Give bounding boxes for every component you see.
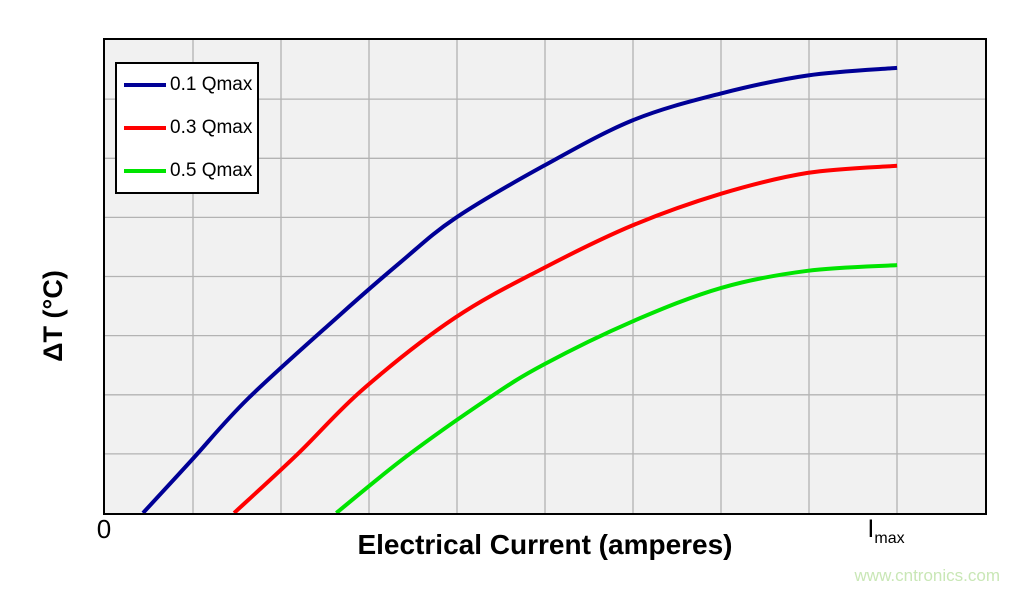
series-line-0-1-qmax (141, 65, 898, 513)
legend-label: 0.3 Qmax (170, 117, 253, 138)
series-line-0-3-qmax (232, 163, 898, 513)
x-tick-imax-base: I (867, 515, 875, 543)
legend-label: 0.1 Qmax (170, 74, 253, 96)
watermark: www.cntronics.com (854, 566, 1000, 585)
x-tick-imax-sub: max (874, 530, 905, 547)
legend-label: 0.5 Qmax (170, 159, 253, 181)
series-line-0-5-qmax (335, 263, 898, 513)
x-tick-zero: 0 (96, 514, 112, 544)
legend-item: 0.3 Qmax (117, 107, 257, 150)
legend-swatch-line (124, 126, 166, 130)
plot-area: 0.1 Qmax 0.3 Qmax 0.5 Qmax (103, 38, 987, 515)
legend-swatch-line (124, 168, 166, 173)
y-axis-label: ΔT (°C) (38, 270, 68, 362)
legend-swatch-line (124, 83, 166, 88)
legend-item: 0.5 Qmax (117, 149, 257, 192)
x-tick-imax: Imax (846, 515, 926, 547)
legend: 0.1 Qmax 0.3 Qmax 0.5 Qmax (115, 62, 259, 194)
legend-item: 0.1 Qmax (117, 64, 257, 107)
x-axis-label: Electrical Current (amperes) (357, 529, 733, 560)
